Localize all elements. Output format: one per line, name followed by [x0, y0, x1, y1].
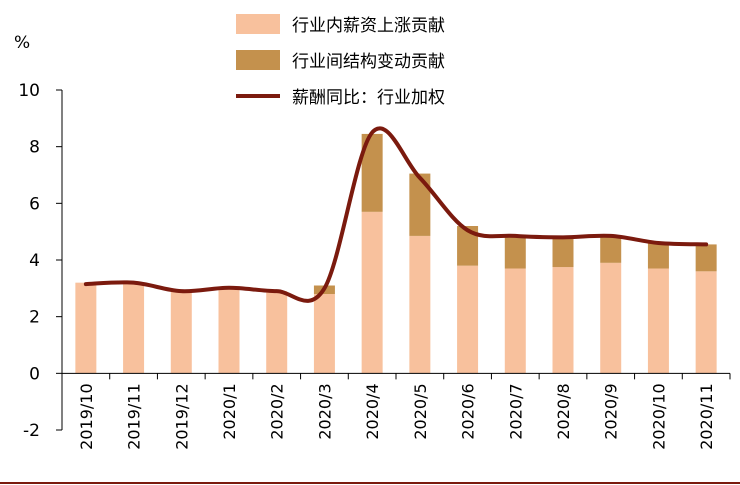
- bar-within-industry: [552, 267, 574, 374]
- legend-swatch-within-industry: [236, 14, 280, 34]
- axes: -2 0 2 4 6 8 10 2019/10 2019/11 2019/12 2020/1 2020…: [18, 81, 731, 450]
- x-tick-label: 2019/12: [172, 383, 191, 449]
- x-tick-label: 2020/6: [459, 383, 478, 439]
- bar-structural-change: [457, 226, 479, 266]
- line-layer: [83, 126, 709, 303]
- x-tick-label: 2019/11: [125, 383, 144, 449]
- x-tick-label: 2020/2: [268, 383, 287, 439]
- x-tick-label: 2020/7: [506, 383, 525, 439]
- bar-within-industry: [457, 265, 479, 374]
- bar-structural-change: [409, 173, 431, 236]
- x-tick-label: 2020/10: [649, 383, 668, 449]
- y-tick-label: -2: [23, 421, 40, 441]
- bar-within-industry: [695, 271, 717, 374]
- legend-label-weighted-line: 薪酬同比：行业加权: [292, 88, 445, 108]
- bar-structural-change: [361, 133, 383, 212]
- x-tick-label: 2020/5: [411, 383, 430, 439]
- bar-within-industry: [409, 235, 431, 374]
- bar-within-industry: [361, 211, 383, 374]
- x-tick-label: 2020/11: [697, 383, 716, 449]
- line-weighted-wage-yoy: [83, 126, 709, 303]
- bar-structural-change: [647, 243, 669, 269]
- x-tick-label: 2020/9: [602, 383, 621, 439]
- x-tick-label: 2020/3: [315, 383, 334, 439]
- y-tick-label: 8: [29, 138, 40, 158]
- x-tick-label: 2020/4: [363, 383, 382, 439]
- legend-label-within-industry: 行业内薪资上涨贡献: [292, 16, 445, 36]
- bar-within-industry: [313, 294, 335, 374]
- bar-within-industry: [504, 268, 526, 374]
- bar-structural-change: [695, 244, 717, 272]
- legend: 行业内薪资上涨贡献 行业间结构变动贡献 薪酬同比：行业加权: [236, 14, 445, 108]
- bar-structural-change: [552, 237, 574, 268]
- bar-layer: [75, 133, 717, 374]
- bar-within-industry: [75, 282, 97, 374]
- bar-within-industry: [266, 291, 288, 374]
- bar-within-industry: [647, 268, 669, 374]
- bar-within-industry: [600, 262, 622, 374]
- y-axis-unit: %: [14, 33, 30, 53]
- bar-structural-change: [504, 237, 526, 269]
- bar-within-industry: [123, 284, 145, 374]
- legend-label-structural-change: 行业间结构变动贡献: [292, 52, 445, 72]
- y-tick-label: 0: [29, 364, 40, 384]
- bar-structural-change: [600, 235, 622, 263]
- y-tick-label: 4: [29, 251, 40, 271]
- y-tick-label: 10: [18, 81, 40, 101]
- x-tick-label: 2020/8: [554, 383, 573, 439]
- y-tick-label: 2: [29, 308, 40, 328]
- x-tick-label: 2020/1: [220, 383, 239, 439]
- x-tick-label: 2019/10: [77, 383, 96, 449]
- legend-swatch-structural-change: [236, 50, 280, 70]
- bar-within-industry: [218, 288, 240, 374]
- bar-within-industry: [170, 291, 192, 374]
- y-tick-label: 6: [29, 194, 40, 214]
